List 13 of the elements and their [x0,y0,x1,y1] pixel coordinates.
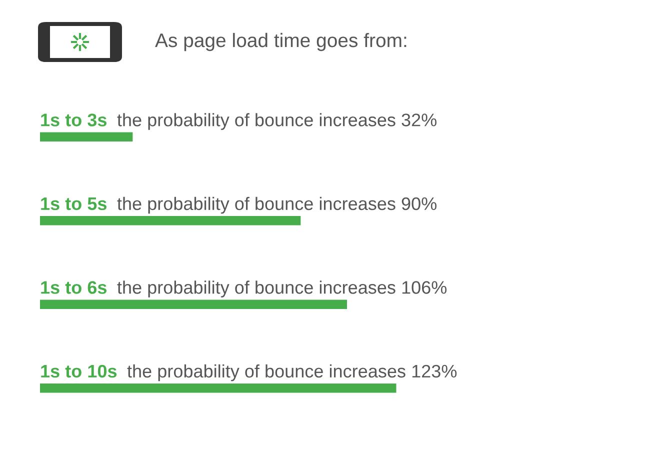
data-label: the probability of bounce increases 123% [127,364,457,382]
bar [40,216,301,226]
y-tick-label: 1s to 5s [41,198,106,210]
y-tick-label: 1s to 6s [41,281,106,294]
data-label: the probability of bounce increases 90% [117,196,436,214]
chart-title: As page load time goes from: [155,32,406,52]
y-tick-label: 1s to 3s [41,114,106,126]
data-label: the probability of bounce increases 32% [117,113,436,130]
bar [40,300,348,309]
data-label: the probability of bounce increases 106% [117,280,447,298]
bar [40,132,133,142]
bar [40,384,396,393]
y-tick-label: 1s to 10s [41,364,117,378]
